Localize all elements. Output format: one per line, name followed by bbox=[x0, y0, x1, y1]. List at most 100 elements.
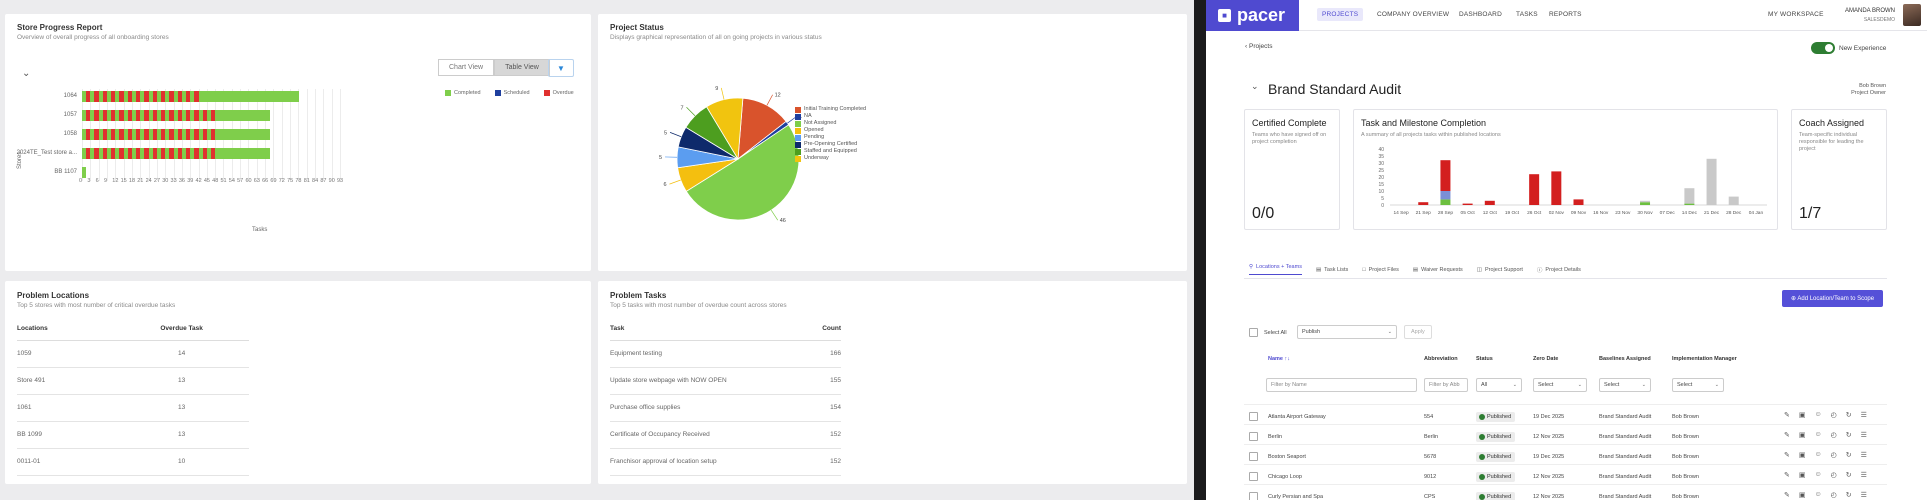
user-assign-icon[interactable]: ☺ bbox=[1814, 471, 1822, 478]
bulk-status-select[interactable]: Publish ⌄ bbox=[1297, 325, 1397, 339]
filter-zero-date-select[interactable]: Select ⌄ bbox=[1533, 378, 1587, 392]
pacer-logo[interactable]: ■ pacer bbox=[1206, 0, 1299, 31]
tab-waiver-requests[interactable]: ▤ Waiver Requests bbox=[1413, 264, 1463, 275]
table-row[interactable]: Franchisor approval of location setup 152 bbox=[610, 448, 841, 476]
nav-projects[interactable]: PROJECTS bbox=[1317, 8, 1364, 21]
more-icon[interactable]: ☰ bbox=[1860, 432, 1867, 439]
nav-reports[interactable]: REPORTS bbox=[1549, 11, 1582, 18]
tab-task-lists[interactable]: ▤ Task Lists bbox=[1316, 264, 1348, 275]
filter-name-input[interactable]: Filter by Name bbox=[1266, 378, 1417, 392]
bar-segment bbox=[211, 110, 216, 121]
edit-icon[interactable]: ✎ bbox=[1784, 472, 1790, 479]
chevron-down-icon[interactable]: ⌄ bbox=[22, 68, 31, 79]
col-name[interactable]: Name ↑↓ bbox=[1268, 356, 1290, 362]
avatar[interactable] bbox=[1903, 4, 1921, 26]
more-icon[interactable]: ☰ bbox=[1860, 412, 1867, 419]
filter-manager-select[interactable]: Select ⌄ bbox=[1672, 378, 1724, 392]
filter-abbr-input[interactable]: Filter by Abb bbox=[1424, 378, 1468, 392]
history-icon[interactable]: ◴ bbox=[1830, 472, 1837, 479]
edit-icon[interactable]: ✎ bbox=[1784, 432, 1790, 439]
nav-company-overview[interactable]: COMPANY OVERVIEW bbox=[1377, 11, 1450, 18]
table-row[interactable]: Store 491 13 bbox=[17, 367, 249, 395]
col-status[interactable]: Status bbox=[1476, 356, 1493, 362]
table-row[interactable]: BB 1099 13 bbox=[17, 421, 249, 449]
more-icon[interactable]: ☰ bbox=[1860, 472, 1867, 479]
chart-view-button[interactable]: Chart View bbox=[438, 59, 495, 76]
nav-dashboard[interactable]: DASHBOARD bbox=[1459, 11, 1502, 18]
bar-segment bbox=[169, 110, 174, 121]
tab-project-details[interactable]: ⓘ Project Details bbox=[1537, 264, 1581, 275]
tab-project-support[interactable]: ◫ Project Support bbox=[1477, 264, 1523, 275]
filter-manager-value: Select bbox=[1677, 382, 1693, 388]
nav-tasks[interactable]: TASKS bbox=[1516, 11, 1538, 18]
more-icon[interactable]: ☰ bbox=[1860, 492, 1867, 499]
certified-value: 0/0 bbox=[1252, 205, 1275, 222]
calendar-icon[interactable]: ▣ bbox=[1798, 432, 1806, 439]
calendar-icon[interactable]: ▣ bbox=[1798, 412, 1806, 419]
x-tick-label: 09 Nov bbox=[1571, 210, 1587, 216]
user-assign-icon[interactable]: ☺ bbox=[1814, 411, 1822, 418]
user-assign-icon[interactable]: ☺ bbox=[1814, 431, 1822, 438]
tab-locations-teams[interactable]: ⚲ Locations + Teams bbox=[1249, 264, 1302, 275]
refresh-icon[interactable]: ↻ bbox=[1845, 452, 1852, 459]
new-experience-toggle[interactable] bbox=[1811, 42, 1835, 54]
apply-button[interactable]: Apply bbox=[1404, 325, 1432, 339]
table-row[interactable]: 0011-01 10 bbox=[17, 448, 249, 476]
row-checkbox[interactable] bbox=[1249, 472, 1258, 481]
legend-item: NA bbox=[795, 113, 866, 120]
row-checkbox[interactable] bbox=[1249, 452, 1258, 461]
back-link[interactable]: ‹ Projects bbox=[1245, 43, 1272, 50]
history-icon[interactable]: ◴ bbox=[1830, 432, 1837, 439]
y-tick-label: 35 bbox=[1378, 154, 1384, 160]
overdue-count: 13 bbox=[114, 367, 249, 395]
bar-segment bbox=[265, 91, 270, 102]
add-location-button[interactable]: ⊕ Add Location/Team to Scope bbox=[1782, 290, 1884, 307]
table-row[interactable]: Purchase office supplies 154 bbox=[610, 394, 841, 422]
bar-segment bbox=[173, 91, 178, 102]
refresh-icon[interactable]: ↻ bbox=[1845, 432, 1852, 439]
edit-icon[interactable]: ✎ bbox=[1784, 412, 1790, 419]
edit-icon[interactable]: ✎ bbox=[1784, 452, 1790, 459]
overdue-count: 14 bbox=[114, 340, 249, 368]
filter-icon[interactable]: ▼ bbox=[548, 59, 574, 77]
tab-project-files[interactable]: □ Project Files bbox=[1362, 264, 1399, 275]
history-icon[interactable]: ◴ bbox=[1830, 452, 1837, 459]
user-assign-icon[interactable]: ☺ bbox=[1814, 451, 1822, 458]
row-checkbox[interactable] bbox=[1249, 492, 1258, 500]
bar-segment bbox=[177, 91, 183, 102]
filter-status-select[interactable]: All ⌄ bbox=[1476, 378, 1522, 392]
calendar-icon[interactable]: ▣ bbox=[1798, 472, 1806, 479]
nav-my-workspace[interactable]: MY WORKSPACE bbox=[1768, 11, 1824, 18]
table-row[interactable]: Certificate of Occupancy Received 152 bbox=[610, 421, 841, 449]
table-row[interactable]: 1061 13 bbox=[17, 394, 249, 422]
select-all-label: Select All bbox=[1264, 330, 1287, 336]
card-title: Project Status bbox=[610, 23, 664, 32]
edit-icon[interactable]: ✎ bbox=[1784, 492, 1790, 499]
table-row[interactable]: Equipment testing 166 bbox=[610, 340, 841, 368]
refresh-icon[interactable]: ↻ bbox=[1845, 472, 1852, 479]
refresh-icon[interactable]: ↻ bbox=[1845, 412, 1852, 419]
history-icon[interactable]: ◴ bbox=[1830, 412, 1837, 419]
table-view-button[interactable]: Table View bbox=[494, 59, 550, 76]
user-assign-icon[interactable]: ☺ bbox=[1814, 491, 1822, 498]
refresh-icon[interactable]: ↻ bbox=[1845, 492, 1852, 499]
row-checkbox[interactable] bbox=[1249, 412, 1258, 421]
select-all-checkbox[interactable] bbox=[1249, 328, 1258, 337]
calendar-icon[interactable]: ▣ bbox=[1798, 492, 1806, 499]
bar-segment bbox=[198, 91, 203, 102]
col-manager[interactable]: Implementation Manager bbox=[1672, 356, 1737, 362]
table-row[interactable]: 1059 14 bbox=[17, 340, 249, 368]
history-icon[interactable]: ◴ bbox=[1830, 492, 1837, 499]
more-icon[interactable]: ☰ bbox=[1860, 452, 1867, 459]
row-checkbox[interactable] bbox=[1249, 432, 1258, 441]
calendar-icon[interactable]: ▣ bbox=[1798, 452, 1806, 459]
bar-segment bbox=[119, 110, 124, 121]
status-badge: Published bbox=[1476, 452, 1516, 462]
col-baselines[interactable]: Baselines Assigned bbox=[1599, 356, 1651, 362]
col-zero-date[interactable]: Zero Date bbox=[1533, 356, 1559, 362]
table-row[interactable]: Update store webpage with NOW OPEN 155 bbox=[610, 367, 841, 395]
filter-baselines-select[interactable]: Select ⌄ bbox=[1599, 378, 1651, 392]
col-abbreviation[interactable]: Abbreviation bbox=[1424, 356, 1458, 362]
collapse-chevron-icon[interactable]: ⌄ bbox=[1251, 81, 1259, 91]
legend-item: Staffed and Equipped bbox=[795, 148, 866, 155]
